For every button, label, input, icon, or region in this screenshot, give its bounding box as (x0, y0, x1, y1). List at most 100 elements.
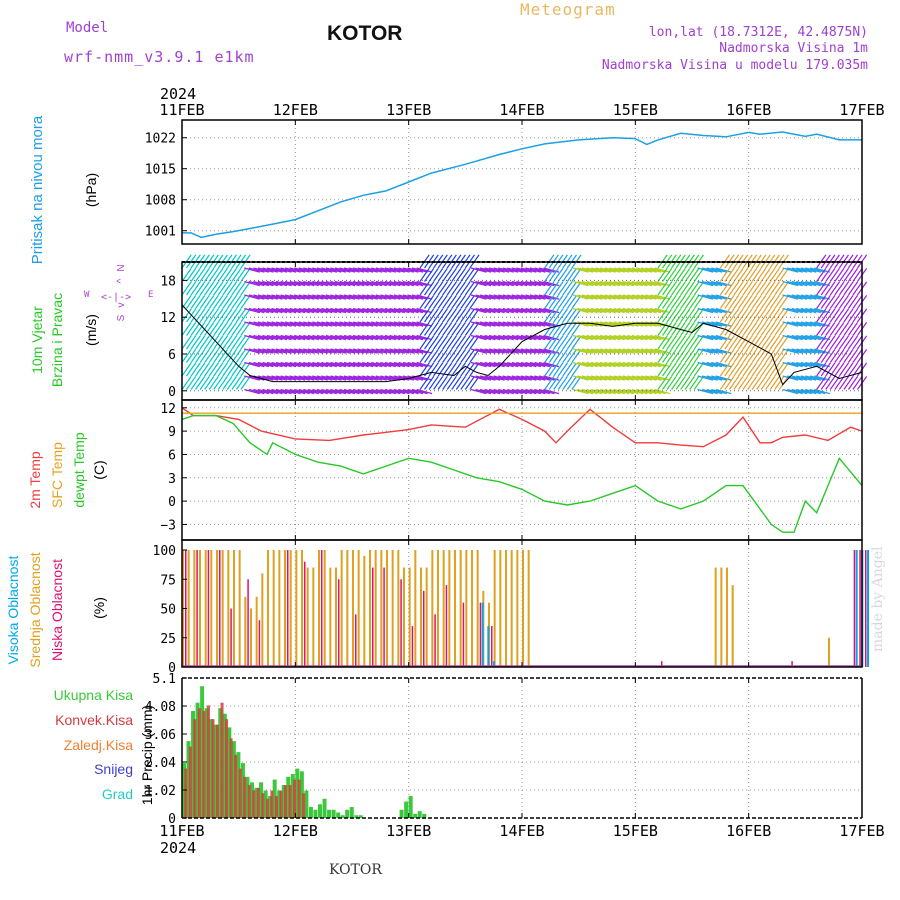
wind-arrow (645, 307, 662, 314)
wind-arrow (571, 295, 582, 309)
wind-arrow (737, 295, 749, 309)
mid-cloud-bar (335, 567, 337, 667)
wind-arrow (213, 335, 224, 350)
wind-arrow (460, 376, 471, 390)
wind-arrow (511, 388, 528, 395)
wind-arrow (204, 349, 215, 363)
wind-arrow (253, 267, 270, 273)
wind-arrow (446, 322, 457, 336)
wind-arrow (654, 267, 671, 273)
wind-arrow (609, 361, 625, 368)
wind-arrow (751, 281, 762, 296)
wind-arrow (702, 267, 718, 273)
wind-arrow (195, 308, 206, 323)
wind-arrow (724, 322, 735, 336)
wind-arrow (715, 334, 732, 341)
wind-arrow (791, 334, 808, 341)
wind-arrow (442, 308, 453, 323)
wind-arrow (493, 294, 510, 300)
wind-arrow (484, 280, 501, 287)
wind-arrow (800, 348, 817, 354)
precip-total-bar (336, 812, 341, 818)
mid-cloud-bar (505, 550, 507, 667)
wind-arrow (424, 349, 435, 363)
wind-arrow (190, 322, 201, 336)
wind-arrow (534, 361, 551, 368)
wind-arrow (706, 388, 723, 395)
wind-arrow (479, 321, 496, 327)
wind-arrow (847, 349, 859, 363)
wind-arrow (195, 335, 206, 350)
wind-arrow (675, 295, 686, 309)
wind-arrow (613, 294, 630, 300)
wind-arrow (627, 280, 644, 287)
mid-cloud-bar (454, 550, 456, 667)
wind-arrow (455, 281, 466, 296)
mid-cloud-bar (408, 567, 411, 667)
wind-arrow (366, 321, 383, 327)
wind-arrow (303, 334, 319, 341)
wind-arrow (339, 361, 356, 368)
wind-arrow (488, 280, 505, 287)
wind-arrow (217, 308, 228, 323)
wind-arrow (829, 335, 840, 350)
wind-arrow (455, 335, 466, 350)
temp-y-tick-label: −3 (160, 518, 176, 533)
wind-arrow (520, 280, 537, 287)
wind-arrow (769, 376, 780, 390)
wind-arrow (511, 334, 528, 341)
top-year-label: 2024 (160, 85, 196, 103)
wind-arrow (330, 267, 347, 273)
wind-arrow (470, 334, 487, 341)
mid-cloud-bar (363, 555, 366, 667)
wind-arrow (706, 375, 723, 381)
wind-arrow (253, 307, 270, 314)
wind-arrow (728, 376, 740, 390)
wind-arrow (407, 334, 424, 341)
wind-arrow (289, 348, 306, 354)
wind-arrow (375, 388, 392, 395)
wind-arrow (244, 294, 260, 300)
wind-arrow (195, 281, 206, 296)
wind-arrow (590, 267, 607, 273)
pressure-y-tick-label: 1008 (145, 194, 176, 209)
wind-arrow (464, 295, 476, 309)
wind-arrow (271, 280, 288, 287)
precip-legend-1: Konvek.Kisa (55, 712, 133, 728)
wind-arrow (756, 281, 767, 296)
compass-arrow: <-|-> (101, 292, 131, 303)
wind-arrow (469, 268, 480, 282)
wind-arrow (235, 281, 247, 296)
wind-arrow (437, 376, 448, 390)
wind-arrow (618, 294, 634, 300)
mid-cloud-bar (431, 550, 434, 667)
wind-arrow (262, 307, 279, 314)
wind-arrow (398, 267, 415, 273)
mid-cloud-bar (193, 550, 196, 667)
wind-arrow (529, 361, 546, 368)
wind-arrow (684, 308, 695, 323)
wind-arrow (213, 268, 224, 282)
wind-arrow (294, 361, 310, 368)
wind-arrow (847, 295, 859, 309)
wind-arrow (778, 281, 789, 296)
wind-arrow (298, 348, 315, 354)
wind-arrow (618, 334, 634, 341)
wind-arrow (566, 335, 578, 350)
wind-arrow (231, 295, 242, 309)
wind-arrow (684, 362, 695, 377)
wind-arrow (186, 295, 197, 309)
high-cloud-bar (493, 661, 495, 667)
wind-arrow (190, 308, 201, 323)
wind-arrow (689, 335, 700, 350)
wind-arrow (562, 268, 573, 282)
wind-arrow (852, 349, 863, 363)
wind-arrow (666, 376, 677, 390)
wind-arrow (778, 362, 789, 377)
wind-arrow (407, 280, 424, 287)
wind-arrow (529, 388, 546, 395)
wind-arrow (204, 268, 215, 282)
wind-arrow (654, 388, 671, 395)
wind-arrow (778, 308, 789, 323)
precip-total-bar (286, 776, 291, 818)
